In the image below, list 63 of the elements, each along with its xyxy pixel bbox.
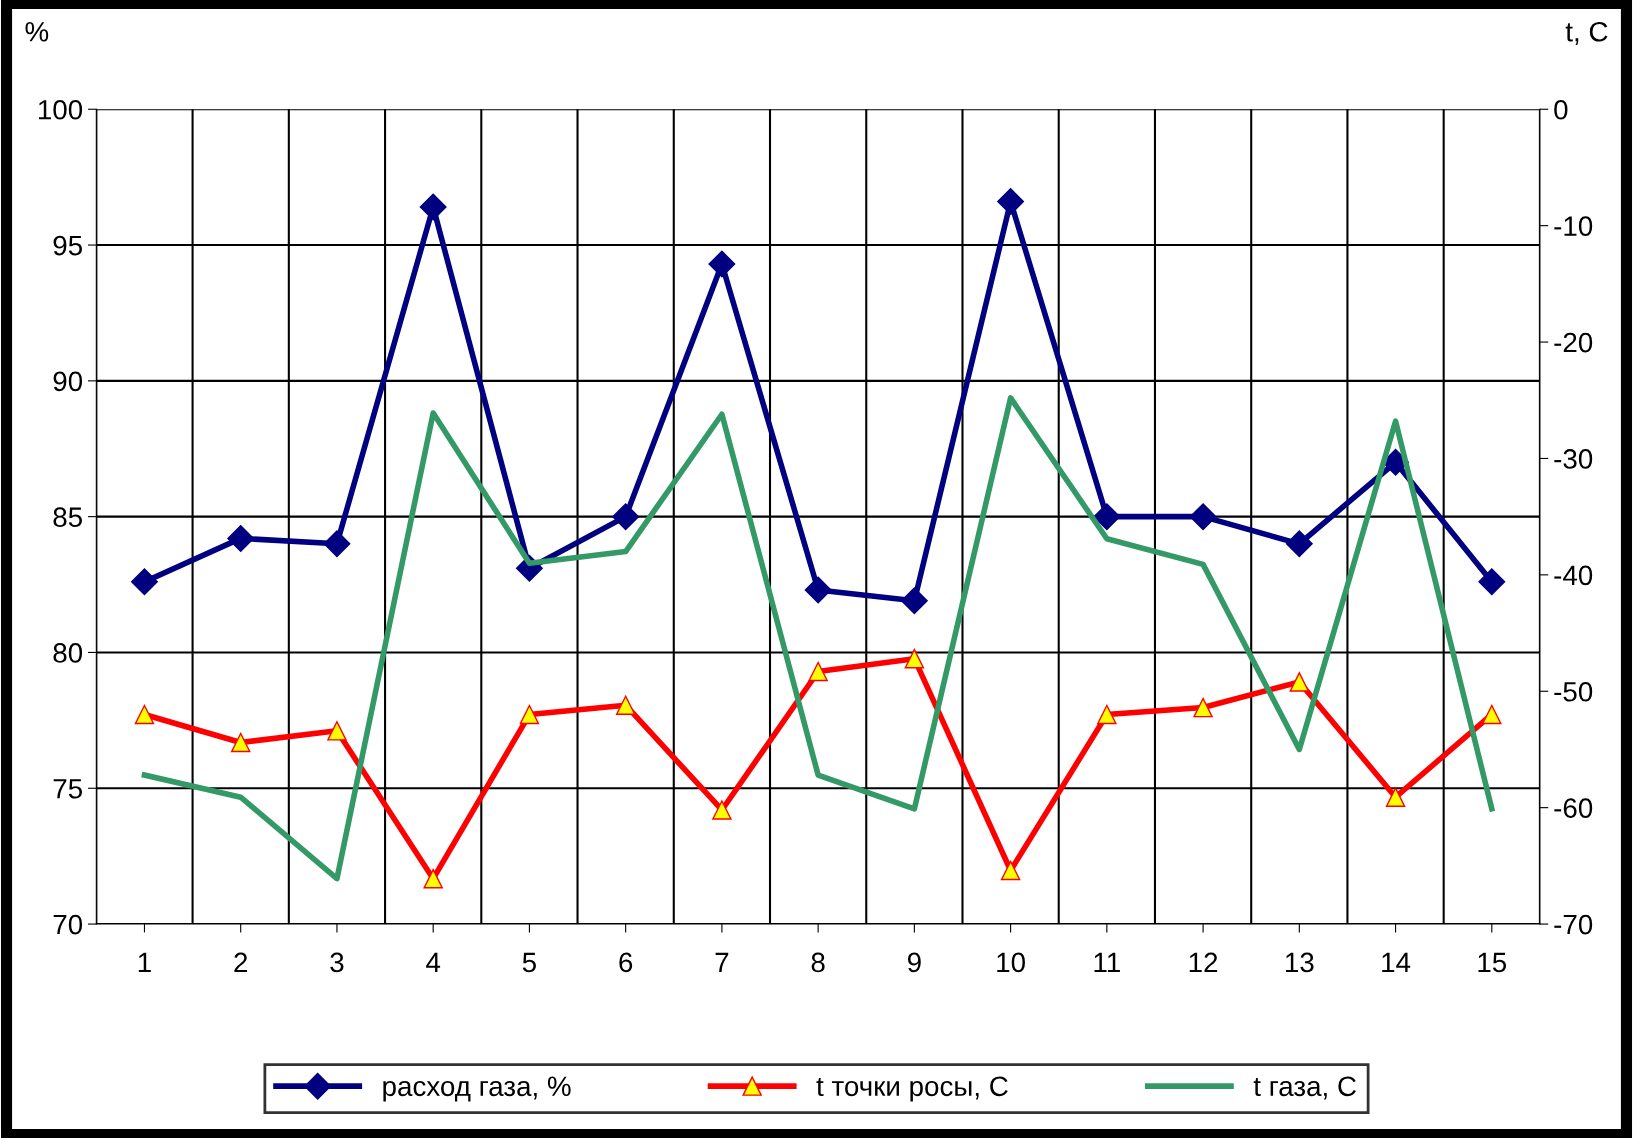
- point: [804, 576, 832, 604]
- point: [1285, 530, 1313, 558]
- y-tick-label: 70: [53, 914, 83, 935]
- y2-tick-label: 0: [1554, 99, 1568, 120]
- y2-axis-title: t, C: [1565, 21, 1608, 45]
- y2-tick-label: -50: [1554, 681, 1593, 702]
- point: [997, 188, 1025, 216]
- point: [708, 250, 736, 278]
- point: [808, 661, 828, 682]
- point: [900, 587, 928, 615]
- point: [327, 721, 347, 741]
- point: [1093, 503, 1121, 531]
- y-tick-label: 80: [53, 643, 83, 663]
- x-tick-label: 3: [330, 952, 344, 973]
- point: [904, 648, 925, 669]
- y2-tick-label: -60: [1554, 798, 1593, 818]
- y2-tick-label: -30: [1554, 449, 1593, 469]
- point: [131, 568, 158, 596]
- y2-tick-label: -70: [1554, 914, 1593, 935]
- point: [612, 503, 640, 531]
- point: [1000, 860, 1021, 881]
- point: [227, 524, 255, 552]
- y-tick-label: 75: [53, 779, 82, 799]
- x-tick-label: 13: [1285, 952, 1314, 973]
- x-tick-label: 5: [522, 952, 536, 973]
- point: [615, 695, 636, 715]
- y2-tick-label: -10: [1554, 216, 1593, 236]
- point: [1097, 704, 1117, 725]
- y2-tick-label: -40: [1554, 565, 1593, 586]
- point: [323, 530, 351, 558]
- y-tick-label: 85: [53, 507, 82, 527]
- point: [134, 704, 155, 725]
- point: [1193, 697, 1213, 718]
- y2-tick-label: -20: [1554, 332, 1593, 353]
- point: [519, 704, 540, 725]
- x-tick-label: 14: [1382, 952, 1411, 972]
- x-tick-label: 7: [715, 952, 729, 972]
- point: [1478, 568, 1506, 596]
- point: [1385, 787, 1406, 807]
- point: [1189, 503, 1217, 531]
- y-tick-label: 90: [53, 371, 83, 392]
- point: [230, 732, 251, 753]
- point: [423, 868, 443, 889]
- point: [1289, 672, 1310, 692]
- legend-label: t газа, C: [1253, 1076, 1356, 1100]
- legend-label: t точки росы, C: [816, 1076, 1008, 1102]
- y-tick-label: 95: [53, 235, 82, 256]
- x-tick-label: 8: [811, 952, 825, 973]
- legend-label: расход газа, %: [383, 1076, 571, 1102]
- x-tick-label: 11: [1094, 952, 1120, 972]
- x-tick-label: 10: [997, 952, 1025, 973]
- x-tick-label: 4: [426, 952, 441, 972]
- x-tick-label: 12: [1189, 952, 1218, 972]
- x-tick-label: 9: [907, 952, 921, 973]
- point: [1482, 704, 1502, 725]
- x-tick-label: 2: [234, 952, 248, 972]
- point: [712, 800, 732, 820]
- x-tick-label: 6: [619, 952, 633, 973]
- x-tick-label: 15: [1478, 952, 1507, 973]
- y-tick-label: 100: [38, 99, 83, 120]
- y-axis-title: %: [25, 22, 49, 42]
- point: [419, 193, 447, 221]
- x-tick-label: 1: [138, 952, 151, 972]
